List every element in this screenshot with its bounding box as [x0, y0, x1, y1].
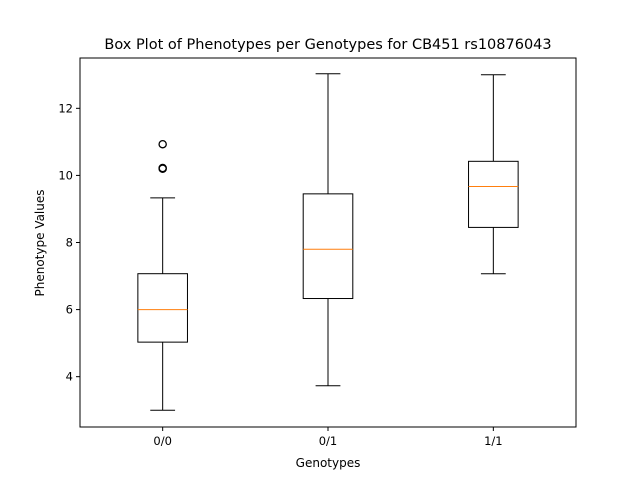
x-tick-label: 1/1 [484, 434, 503, 448]
y-tick-label: 10 [58, 168, 73, 182]
iqr-box [468, 160, 519, 228]
y-tick-label: 8 [66, 236, 73, 250]
x-tick-label: 0/1 [319, 434, 338, 448]
y-axis-label: Phenotype Values [33, 190, 47, 297]
x-tick-label: 0/0 [153, 434, 172, 448]
iqr-box [302, 193, 354, 300]
chart-title: Box Plot of Phenotypes per Genotypes for… [104, 37, 551, 53]
iqr-box [137, 273, 188, 343]
outlier-point [158, 163, 167, 173]
plot-frame [79, 57, 577, 428]
y-tick-label: 12 [58, 101, 73, 115]
x-axis-label: Genotypes [296, 456, 361, 470]
y-tick-label: 4 [66, 370, 73, 384]
plot-area: 4 6 8 10 12 0/0 0/1 1/1 [58, 73, 519, 448]
y-tick-label: 6 [66, 303, 73, 317]
outlier-point [158, 139, 167, 149]
